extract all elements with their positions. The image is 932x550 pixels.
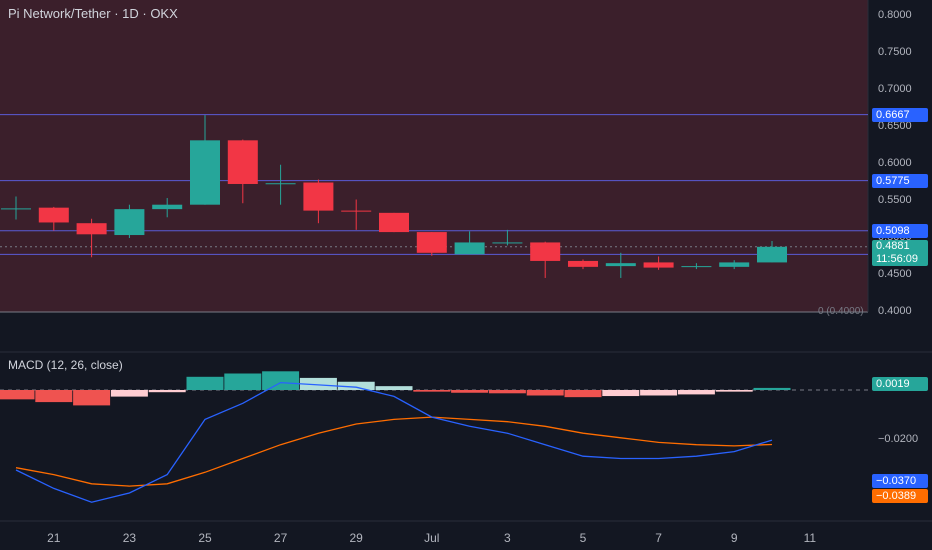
level-price-tag: 0.5775 (872, 173, 928, 188)
macd-histogram-bar (224, 373, 262, 390)
time-axis-tick: 3 (504, 531, 511, 545)
macd-histogram-bar (35, 390, 73, 403)
fib-zero-label: 0 (0.4000) (818, 306, 864, 317)
macd-line-tag: −0.0370 (872, 474, 928, 488)
macd-histogram-bar (110, 390, 148, 397)
price-axis-tick: 0.8000 (878, 9, 912, 21)
candle-body (605, 263, 636, 267)
time-axis-tick: 21 (47, 531, 61, 545)
candle-body (303, 182, 334, 211)
macd-histogram-bar (715, 390, 753, 392)
macd-histogram-bar (262, 371, 300, 390)
time-axis-tick: 7 (655, 531, 662, 545)
time-axis-tick: 23 (122, 531, 137, 545)
price-axis-tick: 0.5500 (878, 194, 912, 206)
current-price-tag: 0.4881 11:56:09 (872, 240, 928, 266)
candle-body (76, 223, 107, 235)
candle-body (38, 207, 69, 223)
price-axis-tick: 0.6000 (878, 157, 912, 169)
time-axis-tick: 11 (803, 531, 817, 545)
time-axis-tick: Jul (424, 531, 440, 545)
candle-body (227, 140, 258, 184)
macd-histogram-bar (640, 390, 678, 396)
time-axis-tick: 25 (198, 531, 212, 545)
candle-body (568, 260, 598, 267)
candle-body (757, 246, 787, 263)
time-axis-tick: 27 (273, 531, 288, 545)
current-price-value: 0.4881 (876, 240, 910, 252)
candle-body (454, 242, 485, 255)
level-price-tag: 0.6667 (872, 107, 928, 122)
candle-body (265, 183, 296, 185)
candle-body (530, 242, 561, 261)
macd-histogram-bar (148, 390, 186, 393)
macd-axis-tick: −0.0200 (878, 433, 919, 445)
macd-histogram-bar (602, 390, 640, 397)
candle-body (643, 262, 674, 268)
macd-signal-line (15, 416, 773, 487)
candle-body (492, 242, 523, 244)
macd-histogram-bar (677, 390, 715, 395)
macd-histogram-bar (299, 377, 337, 390)
macd-group (0, 371, 868, 503)
macd-histogram-bar (375, 386, 413, 390)
macd-histogram-bar (564, 390, 602, 398)
candle-body (719, 262, 750, 267)
price-axis-tick: 0.7500 (878, 46, 912, 58)
price-axis-tick: 0.7000 (878, 83, 912, 95)
macd-histogram-bar (488, 390, 526, 394)
price-zone-shade (0, 0, 868, 312)
level-price-tag: 0.5098 (872, 223, 928, 238)
candle-body (152, 204, 183, 210)
signal-line-tag: −0.0389 (872, 489, 928, 503)
price-axis-tick: 0.4000 (878, 305, 912, 317)
candle-body (190, 140, 220, 205)
candle-body (1, 208, 31, 210)
macd-histogram-bar (526, 390, 564, 396)
time-axis-tick: 9 (730, 531, 738, 545)
price-axis-tick: 0.4500 (878, 268, 912, 280)
candle-body (341, 210, 372, 212)
macd-indicator-title[interactable]: MACD (12, 26, close) (8, 358, 123, 372)
macd-histogram-bar (73, 390, 111, 406)
candle-body (114, 209, 145, 236)
time-axis-tick: 29 (349, 531, 363, 545)
symbol-title[interactable]: Pi Network/Tether · 1D · OKX (8, 6, 178, 21)
countdown-timer: 11:56:09 (876, 253, 919, 265)
macd-histogram-bar (0, 390, 35, 400)
macd-histogram-bar (413, 390, 451, 392)
macd-line (15, 381, 773, 503)
candle-body (681, 266, 712, 268)
macd-histogram-bar (753, 387, 791, 390)
time-axis-tick: 5 (579, 531, 587, 545)
candle-body (379, 212, 409, 233)
macd-histogram-bar (451, 390, 489, 393)
macd-histogram-bar (186, 376, 224, 390)
candles-group (1, 115, 787, 278)
candle-body (416, 232, 447, 253)
macd-histogram-bar (337, 381, 375, 390)
macd-histogram-tag: 0.0019 (872, 377, 928, 391)
price-axis-tick: 0.6500 (878, 120, 912, 132)
